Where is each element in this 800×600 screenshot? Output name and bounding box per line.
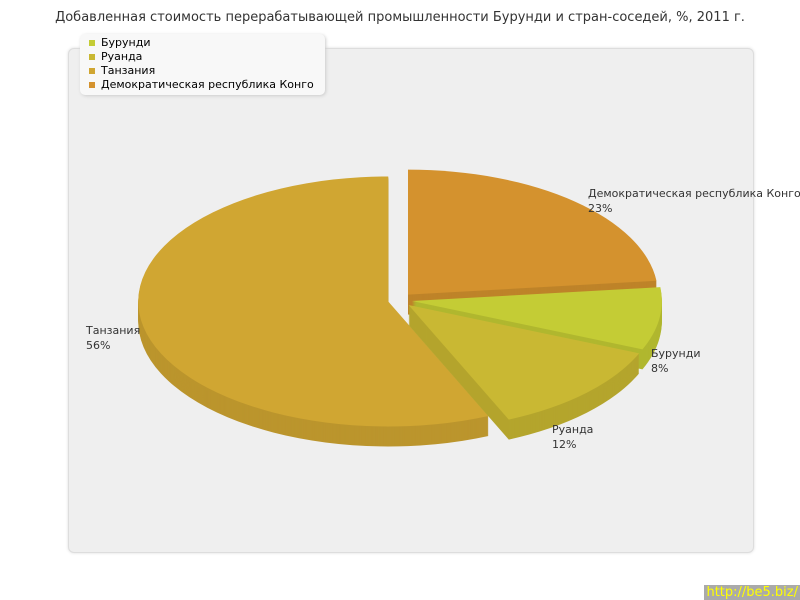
label-value: 56% [86, 339, 111, 352]
legend-label: Бурунди [101, 36, 151, 49]
label-name: Демократическая республика Конго [588, 187, 800, 200]
legend-item-drc[interactable]: Демократическая республика Конго [80, 78, 325, 92]
slice-top[interactable] [411, 287, 662, 350]
data-label-tanzania: Танзания 56% [86, 323, 140, 353]
label-name: Бурунди [651, 347, 701, 360]
legend-label: Танзания [101, 64, 156, 77]
label-value: 8% [651, 362, 669, 375]
legend-item-tanzania[interactable]: Танзания [80, 64, 325, 78]
label-value: 12% [552, 438, 577, 451]
chart-title: Добавленная стоимость перерабатывающей п… [55, 10, 745, 25]
watermark[interactable]: http://be5.biz/ [704, 585, 800, 600]
legend-swatch [89, 54, 95, 60]
data-label-burundi: Бурунди 8% [651, 346, 701, 376]
legend-swatch [89, 68, 95, 74]
legend-swatch [89, 82, 95, 88]
label-name: Руанда [552, 423, 594, 436]
label-value: 23% [588, 202, 613, 215]
legend: Бурунди Руанда Танзания Демократическая … [80, 34, 325, 95]
pie-slice-3[interactable] [408, 169, 657, 315]
pie-slice-2[interactable] [138, 176, 489, 447]
data-label-drc: Демократическая республика Конго 23% [588, 186, 800, 216]
legend-label: Руанда [101, 50, 143, 63]
pie-slice-1[interactable] [408, 305, 640, 440]
data-label-rwanda: Руанда 12% [552, 422, 593, 452]
legend-swatch [89, 40, 95, 46]
label-name: Танзания [86, 324, 141, 337]
legend-item-rwanda[interactable]: Руанда [80, 50, 325, 64]
slice-top[interactable] [408, 169, 657, 295]
legend-label: Демократическая республика Конго [101, 78, 314, 91]
legend-item-burundi[interactable]: Бурунди [80, 36, 325, 50]
slice-top[interactable] [138, 176, 489, 427]
slice-top[interactable] [408, 305, 640, 420]
